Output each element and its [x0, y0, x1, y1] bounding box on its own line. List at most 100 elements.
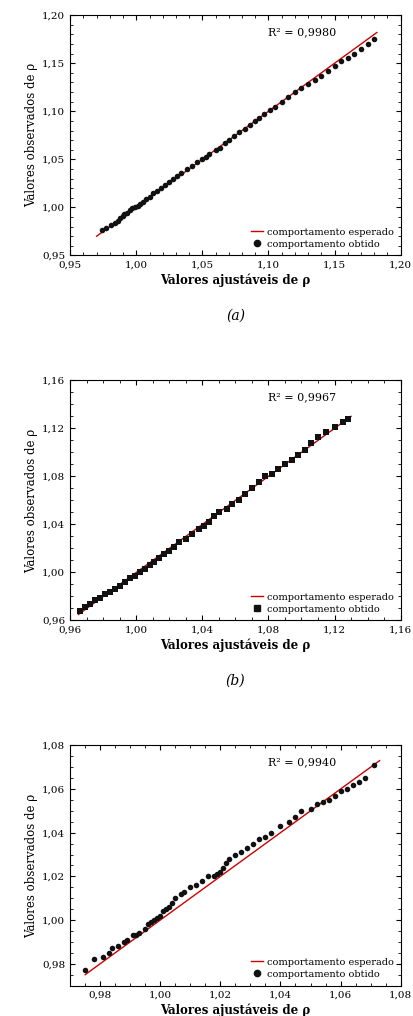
Point: [216, 504, 222, 520]
Point: [87, 595, 93, 612]
Point: [120, 208, 126, 225]
Point: [266, 103, 273, 119]
Text: (a): (a): [226, 308, 245, 322]
Point: [112, 214, 119, 231]
Point: [163, 901, 170, 917]
Point: [232, 846, 239, 863]
Point: [199, 873, 206, 889]
Point: [298, 80, 305, 97]
Point: [172, 890, 179, 906]
Point: [187, 879, 194, 895]
X-axis label: Valores ajustáveis de ρ: Valores ajustáveis de ρ: [160, 638, 311, 652]
Point: [226, 850, 233, 867]
Point: [121, 206, 128, 223]
Point: [361, 770, 368, 786]
Point: [256, 831, 263, 847]
Point: [161, 547, 168, 563]
Point: [355, 774, 362, 790]
Point: [295, 447, 301, 463]
Point: [178, 165, 185, 181]
Point: [235, 492, 242, 508]
Point: [223, 855, 230, 872]
Point: [194, 154, 200, 171]
Point: [124, 932, 131, 948]
Point: [160, 903, 166, 919]
Point: [256, 110, 263, 126]
Point: [349, 776, 356, 792]
Point: [206, 145, 212, 162]
Point: [141, 561, 148, 577]
Point: [277, 818, 284, 834]
Point: [151, 912, 158, 929]
Point: [196, 521, 202, 537]
Point: [229, 496, 235, 512]
Point: [166, 899, 173, 915]
Point: [154, 909, 161, 926]
Point: [131, 568, 138, 584]
Point: [82, 962, 88, 978]
Point: [331, 787, 338, 804]
Point: [301, 442, 308, 458]
Point: [130, 928, 137, 944]
Point: [268, 465, 275, 482]
Point: [318, 68, 325, 84]
Point: [244, 840, 251, 856]
Point: [217, 864, 224, 880]
Point: [77, 602, 83, 619]
Point: [313, 797, 320, 813]
Point: [298, 803, 305, 819]
Point: [121, 934, 128, 950]
Point: [278, 93, 285, 110]
Point: [166, 543, 173, 559]
Point: [339, 415, 346, 431]
Point: [145, 916, 152, 933]
Point: [146, 189, 153, 205]
Point: [82, 599, 88, 616]
Point: [102, 219, 109, 236]
Point: [275, 461, 282, 478]
Point: [126, 570, 133, 586]
Point: [116, 577, 123, 593]
Point: [331, 419, 338, 435]
Point: [323, 424, 330, 440]
Point: [117, 210, 124, 227]
Point: [91, 951, 97, 967]
Point: [142, 191, 149, 207]
Legend: comportamento esperado, comportamento obtido: comportamento esperado, comportamento ob…: [249, 226, 396, 251]
Point: [224, 501, 230, 517]
Point: [136, 564, 143, 580]
Point: [199, 151, 206, 168]
Text: R² = 0,9980: R² = 0,9980: [268, 27, 337, 38]
Point: [151, 554, 158, 570]
Point: [99, 223, 105, 239]
Point: [371, 31, 377, 48]
Point: [262, 829, 269, 845]
Point: [241, 121, 248, 137]
Point: [231, 128, 237, 144]
Point: [100, 949, 107, 965]
Point: [132, 199, 138, 215]
Point: [272, 99, 278, 115]
Point: [134, 198, 141, 214]
Point: [285, 88, 292, 105]
Point: [136, 925, 142, 941]
Point: [121, 574, 128, 590]
Point: [242, 487, 249, 503]
Point: [189, 526, 196, 543]
Point: [212, 141, 219, 157]
Y-axis label: Valores observados de ρ: Valores observados de ρ: [25, 63, 38, 207]
Point: [262, 468, 268, 485]
Point: [305, 76, 311, 92]
Point: [325, 63, 331, 79]
Text: (b): (b): [225, 674, 245, 687]
Point: [148, 914, 154, 931]
Point: [158, 180, 165, 196]
Point: [205, 869, 212, 885]
Point: [193, 877, 199, 893]
Y-axis label: Valores observados de ρ: Valores observados de ρ: [25, 429, 38, 572]
Point: [115, 938, 121, 954]
Point: [181, 884, 188, 900]
Text: R² = 0,9967: R² = 0,9967: [268, 392, 337, 402]
Point: [307, 801, 314, 817]
Point: [102, 586, 108, 602]
